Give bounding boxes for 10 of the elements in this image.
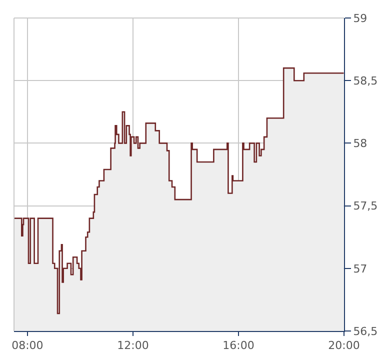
y-tick-label: 58,5 — [353, 74, 378, 88]
x-tick-label: 12:00 — [117, 339, 149, 352]
y-tick-label: 57 — [353, 262, 368, 276]
x-tick-label: 08:00 — [12, 339, 44, 352]
y-tick-label: 57,5 — [353, 200, 378, 213]
y-tick-label: 58 — [353, 137, 368, 150]
x-tick-label: 16:00 — [222, 339, 254, 352]
y-tick-label: 59 — [353, 12, 368, 25]
y-tick-label: 56,5 — [353, 324, 378, 338]
x-tick-label: 20:00 — [328, 339, 360, 352]
